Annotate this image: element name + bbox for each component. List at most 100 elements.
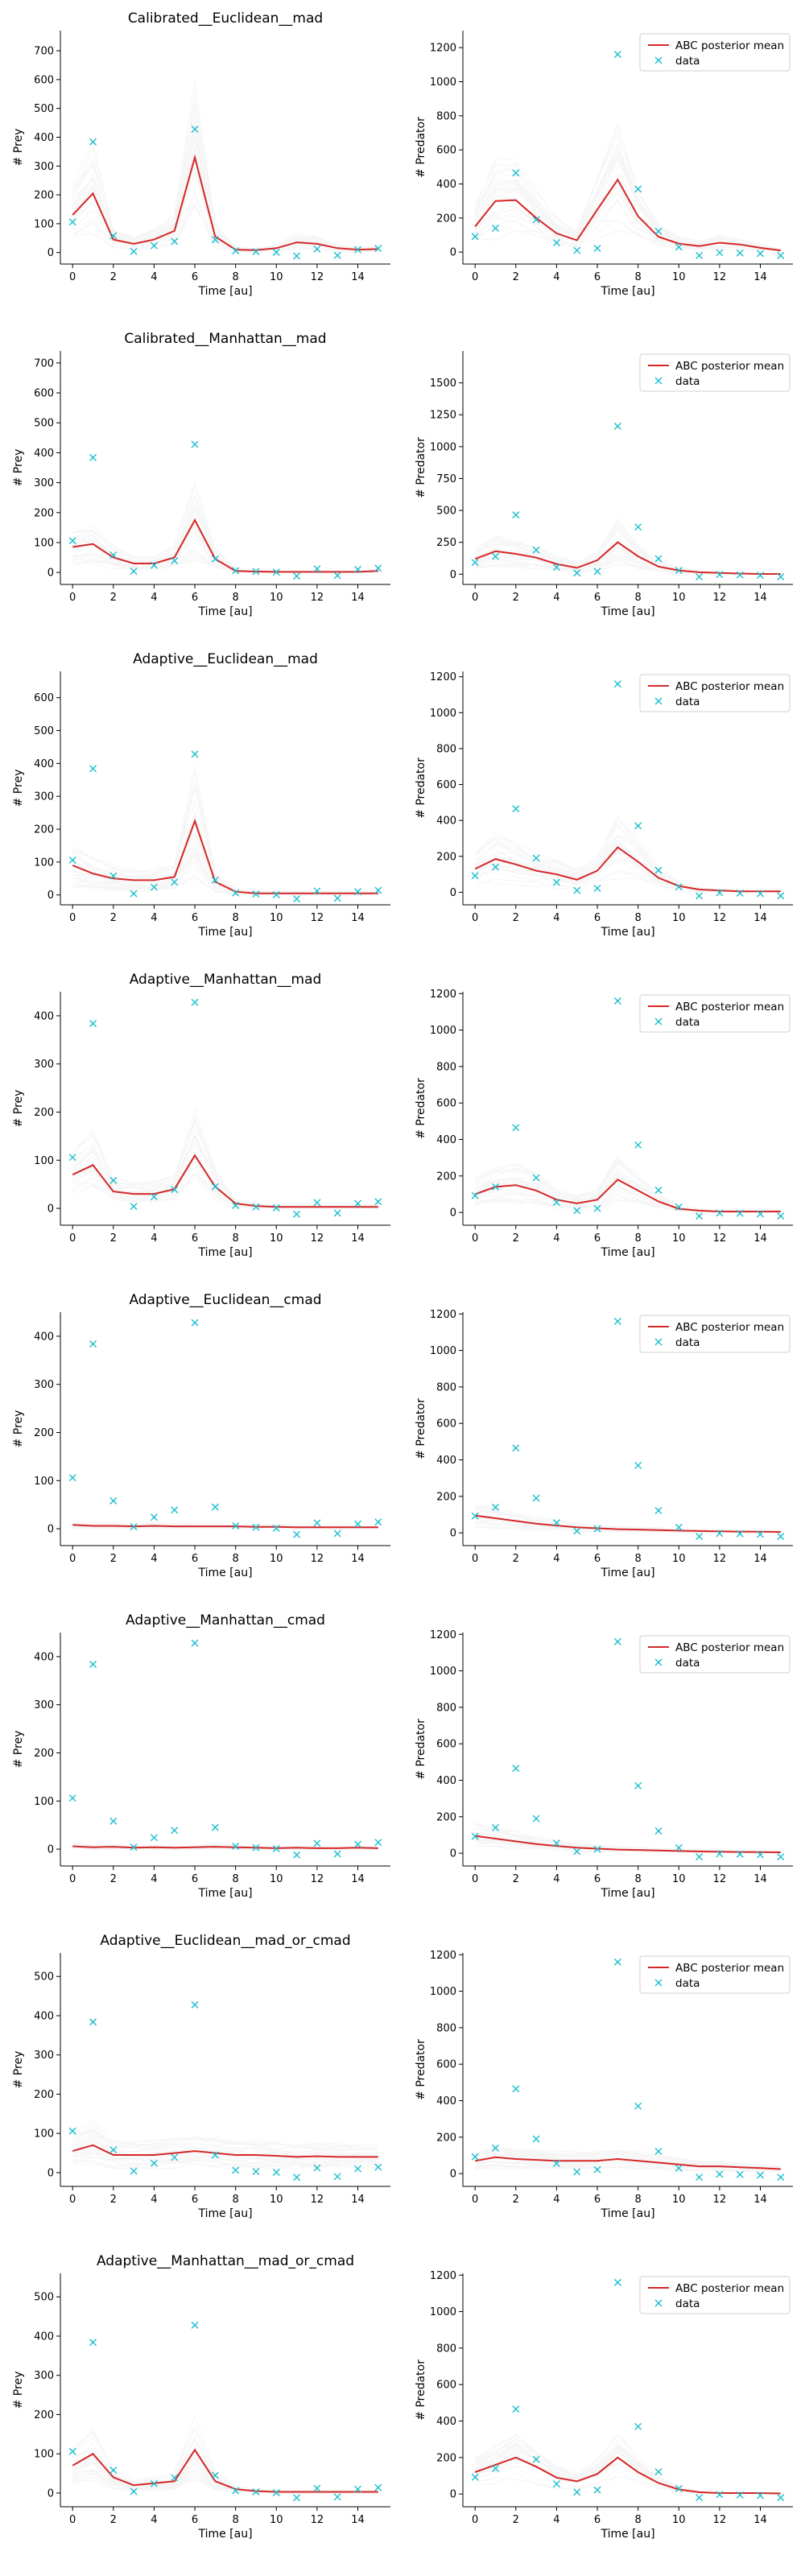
data-point-stroke — [716, 571, 724, 579]
data-point-stroke — [171, 2153, 179, 2161]
y-tick-label: 1200 — [430, 1309, 456, 1321]
x-tick-label: 2 — [513, 1553, 519, 1565]
panel-title: Adaptive__Manhattan__mad — [130, 972, 322, 988]
x-axis-label: Time [au] — [197, 2528, 252, 2541]
sample-line — [72, 861, 378, 895]
data-point — [150, 1193, 158, 1201]
y-tick-label: 100 — [34, 2128, 54, 2140]
y-tick-label: 500 — [34, 1971, 54, 1984]
y-axis-label: # Predator — [415, 1398, 427, 1459]
data-point — [675, 243, 683, 251]
data-point-stroke — [150, 883, 158, 891]
data-point-stroke — [593, 884, 601, 892]
sample-line — [475, 2150, 781, 2169]
y-tick-label: 200 — [34, 2089, 54, 2101]
data-point — [512, 2085, 520, 2093]
data-point — [374, 2483, 382, 2491]
data-point — [272, 1844, 280, 1852]
data-point-stroke — [757, 2491, 765, 2500]
data-point — [252, 1523, 260, 1531]
sample-line — [474, 200, 781, 252]
x-tick-label: 10 — [270, 2514, 283, 2526]
data-point-stroke — [272, 2488, 280, 2496]
y-tick-label: 100 — [34, 2449, 54, 2461]
data-point-stroke — [593, 568, 601, 576]
data-point-stroke — [252, 568, 260, 576]
sample-line — [72, 852, 378, 896]
x-tick-label: 2 — [513, 1873, 519, 1885]
x-tick-label: 6 — [594, 1232, 601, 1245]
data-point-stroke — [68, 1794, 76, 1802]
data-point — [354, 1520, 362, 1528]
x-tick-label: 4 — [553, 2514, 559, 2526]
x-axis-label: Time [au] — [600, 285, 654, 298]
data-point — [716, 1209, 724, 1217]
data-point-stroke — [491, 2464, 499, 2472]
data-point — [191, 2321, 199, 2329]
data-point-stroke — [130, 2487, 138, 2496]
y-tick-label: 1200 — [430, 989, 456, 1001]
data-point-stroke — [293, 1530, 301, 1538]
data-point — [634, 1781, 642, 1790]
data-point — [89, 2018, 97, 2026]
x-tick-label: 2 — [110, 2514, 117, 2526]
data-point-stroke — [354, 1520, 362, 1528]
x-tick-label: 10 — [672, 912, 686, 924]
x-tick-label: 6 — [594, 271, 601, 283]
data-point-stroke — [252, 1203, 260, 1211]
data-point-stroke — [150, 2479, 158, 2487]
data-point — [613, 423, 621, 430]
data-point — [634, 822, 642, 830]
data-point — [736, 890, 744, 897]
data-point — [696, 572, 704, 580]
data-point — [675, 567, 683, 575]
data-point-stroke — [150, 242, 158, 250]
x-tick-label: 2 — [110, 912, 117, 924]
x-tick-label: 4 — [151, 2514, 157, 2526]
y-axis-label: # Prey — [12, 770, 25, 807]
sample-line — [474, 156, 781, 250]
data-point — [512, 1444, 520, 1452]
x-tick-label: 2 — [513, 1232, 519, 1245]
legend-mean-label: ABC posterior mean — [675, 2282, 784, 2295]
data-point-stroke — [696, 251, 704, 259]
sample-line — [72, 2156, 378, 2165]
data-point — [374, 564, 382, 572]
data-point-stroke — [634, 1781, 642, 1790]
x-tick-label: 8 — [233, 1232, 239, 1245]
sample-line — [475, 2160, 781, 2170]
sample-line — [72, 110, 378, 250]
y-tick-label: 1200 — [430, 1629, 456, 1641]
x-tick-label: 0 — [69, 2194, 76, 2206]
data-point — [333, 2493, 341, 2501]
y-tick-label: 200 — [34, 1748, 54, 1760]
y-tick-label: 200 — [436, 1811, 456, 1823]
sample-line — [475, 1505, 781, 1533]
data-point — [252, 248, 260, 256]
panel-prey-6: 0 100 200 300 400 500 0 2 4 6 8 10 12 14 Time [au] # Pr… — [12, 1933, 390, 2220]
data-point-stroke — [252, 248, 260, 256]
x-tick-label: 14 — [351, 2514, 365, 2526]
data-point — [532, 546, 540, 554]
data-point-stroke — [272, 568, 280, 576]
data-point-stroke — [736, 1850, 744, 1858]
data-point — [354, 2165, 362, 2173]
y-tick-label: 250 — [436, 537, 456, 549]
data-point — [471, 559, 479, 567]
y-tick-label: 600 — [34, 692, 54, 704]
data-point-stroke — [89, 1660, 97, 1668]
data-point-stroke — [191, 1639, 199, 1647]
data-point — [109, 1817, 118, 1825]
sample-line — [72, 1114, 378, 1208]
data-point-stroke — [613, 997, 621, 1005]
sample-line — [72, 1179, 378, 1210]
data-point — [491, 2144, 499, 2152]
sample-line — [72, 119, 378, 250]
data-point — [354, 1840, 362, 1848]
data-point — [150, 2479, 158, 2487]
x-tick-label: 4 — [553, 592, 559, 604]
y-tick-label: 300 — [34, 1699, 54, 1711]
x-tick-label: 6 — [594, 1873, 601, 1885]
data-point-stroke — [191, 750, 199, 758]
data-point — [716, 2170, 724, 2178]
